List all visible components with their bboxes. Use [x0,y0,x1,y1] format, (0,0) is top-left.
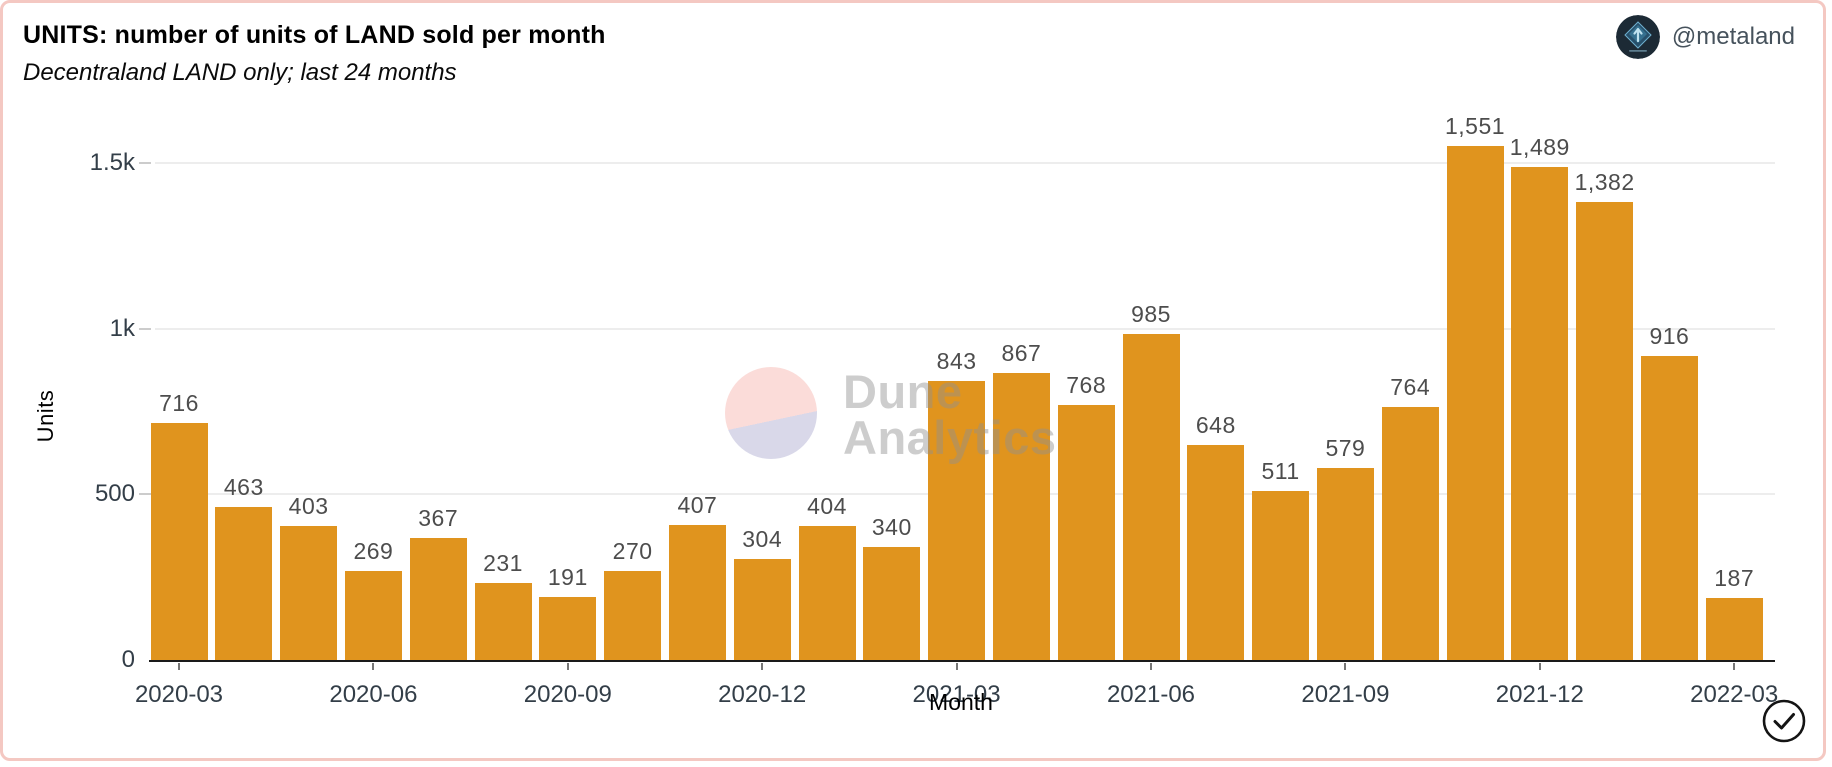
bar-value-label: 916 [1649,323,1690,350]
bar-value-label: 187 [1714,565,1755,592]
bar-value-label: 463 [223,473,264,500]
bar-2021-03[interactable] [928,380,986,660]
bar-2020-03[interactable] [150,422,208,660]
x-tick-label: 2021-06 [1106,681,1196,708]
bar-value-label: 768 [1066,372,1107,399]
bar-value-label: 867 [1001,339,1042,366]
bar-2021-01[interactable] [798,526,856,660]
x-tick-label: 2020-06 [329,681,418,708]
bar-value-label: 1,551 [1444,112,1506,139]
bar-2020-07[interactable] [409,538,467,660]
bar-value-label: 403 [288,493,329,520]
bar-value-label: 231 [483,550,523,577]
bar-2021-08[interactable] [1252,490,1310,660]
bar-value-label: 191 [547,563,588,590]
bar-value-label: 340 [871,514,912,541]
x-tick-mark [178,663,180,670]
x-tick-label: 2020-03 [134,681,224,708]
bar-2020-09[interactable] [539,596,597,660]
bar-value-label: 304 [742,526,783,553]
bar-2021-12[interactable] [1511,166,1569,660]
bar-2021-10[interactable] [1381,406,1439,660]
bar-2021-02[interactable] [863,547,921,660]
bar-2020-06[interactable] [344,570,402,660]
y-tick-mark [139,327,151,330]
x-tick-label: 2021-09 [1301,681,1390,708]
y-tick-label: 0 [121,646,135,673]
bar-value-label: 404 [807,493,847,520]
verified-check-icon[interactable] [1761,698,1807,744]
x-tick-mark [1538,663,1541,670]
bar-2021-04[interactable] [992,372,1050,660]
x-tick-mark [761,663,764,670]
bar-2022-02[interactable] [1640,356,1698,660]
x-tick-label: 2020-12 [718,681,807,708]
bar-value-label: 764 [1390,373,1431,400]
bar-2020-05[interactable] [280,526,338,660]
bar-2020-10[interactable] [604,570,662,660]
bar-value-label: 843 [936,347,977,374]
bar-2020-08[interactable] [474,583,532,660]
bar-2020-12[interactable] [733,559,791,660]
bar-2021-06[interactable] [1122,333,1180,660]
bar-value-label: 579 [1325,435,1366,462]
bar-2021-09[interactable] [1316,468,1374,660]
bar-chart: Units 0 500 1k 1.5k 716 463 403 269 367 231 191 270… [3,3,1823,758]
y-tick-label: 1k [109,314,135,342]
x-tick-mark [372,663,375,670]
bar-value-label: 511 [1261,457,1300,484]
bar-value-label: 1,382 [1574,169,1635,195]
chart-subtitle: Decentraland LAND only; last 24 months [23,59,457,86]
bar-value-label: 269 [353,537,394,564]
y-axis-title: Units [33,389,58,443]
x-tick-mark [1150,663,1152,670]
x-tick-mark [955,663,958,670]
bar-value-label: 367 [418,505,459,532]
x-axis-line [149,660,1775,662]
x-tick-mark [1733,663,1736,670]
bar-2021-07[interactable] [1187,445,1245,660]
author-handle[interactable]: @metaland [1671,23,1795,50]
bar-2021-05[interactable] [1057,405,1115,660]
metaland-avatar-icon [1615,15,1660,59]
y-tick-mark [139,161,151,164]
author-badge[interactable]: @metaland [1615,15,1795,59]
bar-value-label: 985 [1131,300,1171,327]
dune-logo-icon [725,367,817,459]
bar-value-label: 407 [677,492,718,519]
bar-value-label: 716 [159,389,199,416]
gridline [155,327,1775,330]
y-tick-label: 500 [94,480,135,508]
y-tick-label: 1.5k [89,148,135,176]
x-axis-title: Month [929,689,993,715]
gridline [155,161,1775,164]
x-tick-mark [566,663,569,670]
bar-2022-03[interactable] [1705,598,1763,660]
bar-2020-11[interactable] [668,525,726,660]
x-tick-label: 2022-03 [1690,681,1779,708]
bar-value-label: 270 [612,537,653,564]
chart-title: UNITS: number of units of LAND sold per … [23,21,606,49]
y-tick-mark [139,493,151,496]
x-tick-label: 2021-03 [912,681,1001,708]
x-tick-label: 2021-12 [1495,681,1584,708]
bar-2021-11[interactable] [1446,145,1504,660]
bar-value-label: 648 [1195,412,1236,439]
x-tick-label: 2020-09 [523,681,612,708]
bar-value-label: 1,489 [1509,133,1570,160]
bar-2022-01[interactable] [1576,202,1634,660]
bar-2020-04[interactable] [215,506,273,660]
x-tick-mark [1344,663,1347,670]
